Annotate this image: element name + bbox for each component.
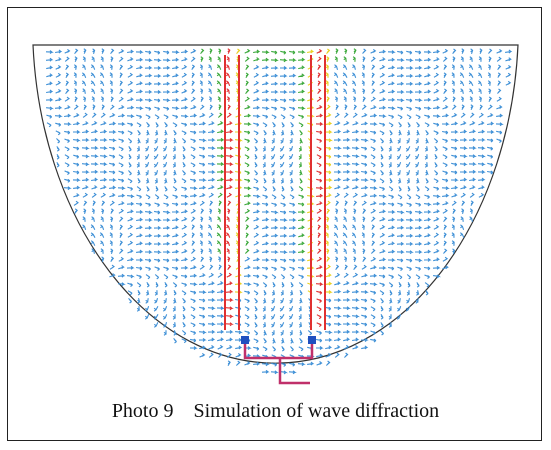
figure-caption: Photo 9 Simulation of wave diffraction bbox=[111, 400, 440, 422]
structure bbox=[243, 340, 314, 385]
vector-field-red bbox=[225, 48, 324, 328]
source-right bbox=[308, 336, 316, 344]
simulation-image bbox=[32, 44, 519, 385]
source-left bbox=[241, 336, 249, 344]
vector-field-blue bbox=[45, 48, 513, 375]
figure-frame bbox=[7, 7, 542, 441]
vector-field-green bbox=[200, 48, 357, 254]
